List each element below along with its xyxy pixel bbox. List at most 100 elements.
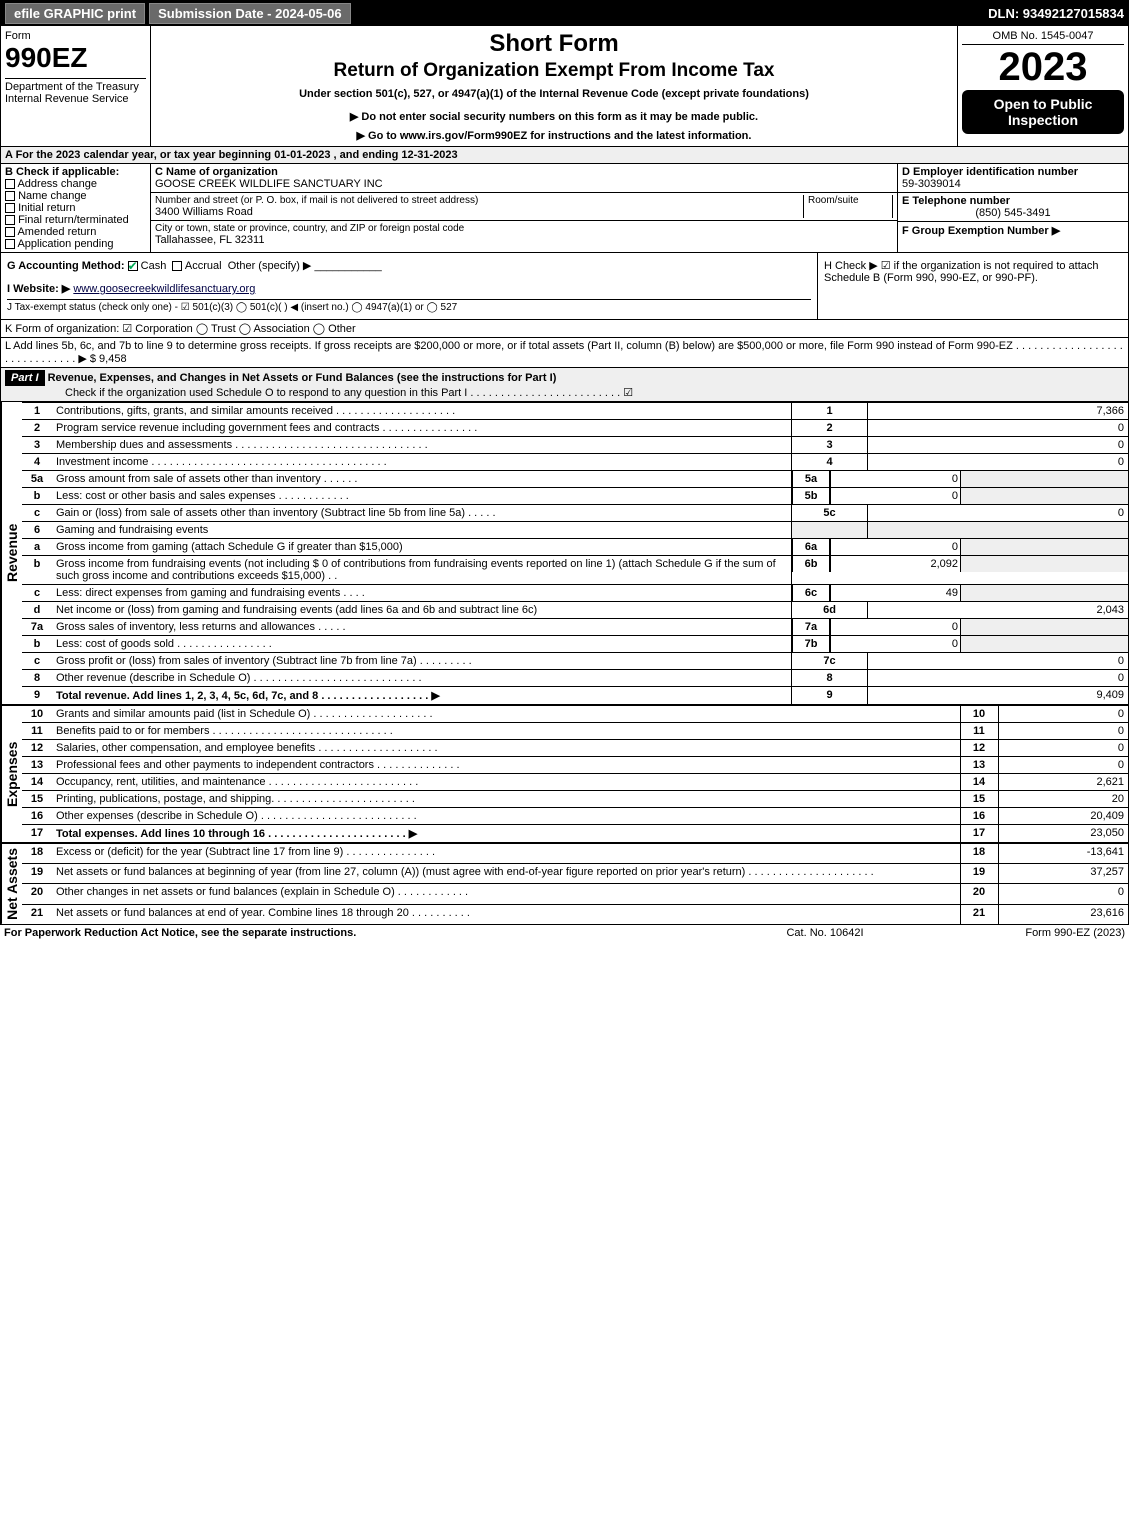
line-text: Net income or (loss) from gaming and fun… (52, 602, 792, 619)
cb-amended-return[interactable] (5, 227, 15, 237)
sub-box: 6b (792, 556, 830, 572)
line-num: 19 (22, 864, 52, 884)
table-row: 1Contributions, gifts, grants, and simil… (22, 403, 1128, 420)
line-num: 5a (22, 471, 52, 488)
city-label: City or town, state or province, country… (155, 223, 893, 234)
line-num: 8 (22, 670, 52, 687)
efile-print-button[interactable]: efile GRAPHIC print (5, 3, 145, 24)
website-link[interactable]: www.goosecreekwildlifesanctuary.org (73, 283, 255, 295)
part-i-header: Part I Revenue, Expenses, and Changes in… (1, 368, 1128, 402)
line-value: 9,409 (868, 687, 1128, 705)
line-box: 3 (792, 437, 868, 454)
accrual-label: Accrual (185, 260, 222, 272)
org-name: GOOSE CREEK WILDLIFE SANCTUARY INC (155, 178, 893, 190)
submission-date-button[interactable]: Submission Date - 2024-05-06 (149, 3, 351, 24)
line-l-value: $ 9,458 (90, 353, 127, 365)
line-box: 12 (960, 740, 998, 757)
box-b: B Check if applicable: Address change Na… (1, 164, 151, 252)
table-row: 4Investment income . . . . . . . . . . .… (22, 454, 1128, 471)
line-num: b (22, 636, 52, 653)
line-box: 10 (960, 706, 998, 723)
part-i-title: Revenue, Expenses, and Changes in Net As… (48, 372, 557, 384)
line-text: Contributions, gifts, grants, and simila… (52, 403, 792, 420)
line-num: d (22, 602, 52, 619)
form-word: Form (5, 30, 146, 42)
line-value: 20,409 (998, 808, 1128, 825)
header: Form 990EZ Department of the Treasury In… (1, 26, 1128, 147)
line-a: A For the 2023 calendar year, or tax yea… (1, 147, 1128, 164)
line-g: G Accounting Method: Cash Accrual Other … (7, 259, 811, 272)
line-box: 5c (792, 505, 868, 522)
form-number: 990EZ (5, 42, 146, 74)
room-label: Room/suite (808, 195, 892, 206)
shade-cell (792, 522, 868, 539)
cb-final-return[interactable] (5, 215, 15, 225)
dept-line2: Internal Revenue Service (5, 93, 146, 105)
cb-accrual[interactable] (172, 261, 182, 271)
table-row: 9Total revenue. Add lines 1, 2, 3, 4, 5c… (22, 687, 1128, 705)
line-num: 3 (22, 437, 52, 454)
line-value: 23,616 (998, 904, 1128, 924)
cb-initial-return[interactable] (5, 203, 15, 213)
line-num: 18 (22, 844, 52, 864)
line-num: c (22, 505, 52, 522)
cb-name-change[interactable] (5, 191, 15, 201)
line-text: Printing, publications, postage, and shi… (52, 791, 960, 808)
sub-box: 6c (792, 585, 830, 601)
sub-box: 6a (792, 539, 830, 555)
line-box: 2 (792, 420, 868, 437)
header-left: Form 990EZ Department of the Treasury In… (1, 26, 151, 146)
line-text: Other expenses (describe in Schedule O) … (52, 808, 960, 825)
line-text: Gross sales of inventory, less returns a… (56, 621, 346, 633)
line-l-text: L Add lines 5b, 6c, and 7b to line 9 to … (5, 340, 1123, 365)
cb-cash[interactable] (128, 261, 138, 271)
table-row: dNet income or (loss) from gaming and fu… (22, 602, 1128, 619)
table-row: cGain or (loss) from sale of assets othe… (22, 505, 1128, 522)
line-i: I Website: ▶ www.goosecreekwildlifesanct… (7, 282, 811, 295)
bc-def-row: B Check if applicable: Address change Na… (1, 164, 1128, 253)
gh-row: G Accounting Method: Cash Accrual Other … (1, 253, 1128, 320)
line-value: 0 (998, 757, 1128, 774)
tax-year: 2023 (962, 45, 1124, 90)
line-num: 17 (22, 825, 52, 843)
table-row: 20Other changes in net assets or fund ba… (22, 884, 1128, 904)
expenses-sidelabel: Expenses (1, 706, 22, 842)
box-c: C Name of organization GOOSE CREEK WILDL… (151, 164, 898, 252)
netassets-block: Net Assets 18Excess or (deficit) for the… (1, 842, 1128, 924)
line-num: c (22, 653, 52, 670)
line-num: 9 (22, 687, 52, 705)
line-num: 7a (22, 619, 52, 636)
line-num: 20 (22, 884, 52, 904)
line-box: 13 (960, 757, 998, 774)
shade-cell (960, 619, 1128, 635)
dept-line1: Department of the Treasury (5, 81, 146, 93)
line-box: 17 (960, 825, 998, 843)
table-row: aGross income from gaming (attach Schedu… (22, 539, 1128, 556)
shade-cell (960, 636, 1128, 652)
line-box: 4 (792, 454, 868, 471)
line-num: b (22, 556, 52, 585)
ein: 59-3039014 (902, 178, 1124, 190)
line-g-label: G Accounting Method: (7, 260, 125, 272)
line-value: 0 (868, 437, 1128, 454)
cb-address-change[interactable] (5, 179, 15, 189)
sub-value: 2,092 (830, 556, 960, 572)
box-f-label: F Group Exemption Number ▶ (902, 224, 1124, 237)
cash-label: Cash (141, 260, 167, 272)
line-text: Investment income . . . . . . . . . . . … (52, 454, 792, 471)
street-label: Number and street (or P. O. box, if mail… (155, 195, 803, 206)
line-value: -13,641 (998, 844, 1128, 864)
line-text: Other changes in net assets or fund bala… (52, 884, 960, 904)
line-value: 0 (998, 706, 1128, 723)
shade-cell (960, 471, 1128, 487)
cb-application-pending[interactable] (5, 239, 15, 249)
sub-value: 0 (830, 636, 960, 652)
line-i-label: I Website: ▶ (7, 283, 70, 295)
line-l: L Add lines 5b, 6c, and 7b to line 9 to … (1, 338, 1128, 368)
box-b-item: Final return/terminated (18, 214, 129, 226)
table-row: 10Grants and similar amounts paid (list … (22, 706, 1128, 723)
line-num: 4 (22, 454, 52, 471)
open-public-badge: Open to Public Inspection (962, 90, 1124, 134)
line-text: Other revenue (describe in Schedule O) .… (52, 670, 792, 687)
box-b-item: Initial return (18, 202, 75, 214)
